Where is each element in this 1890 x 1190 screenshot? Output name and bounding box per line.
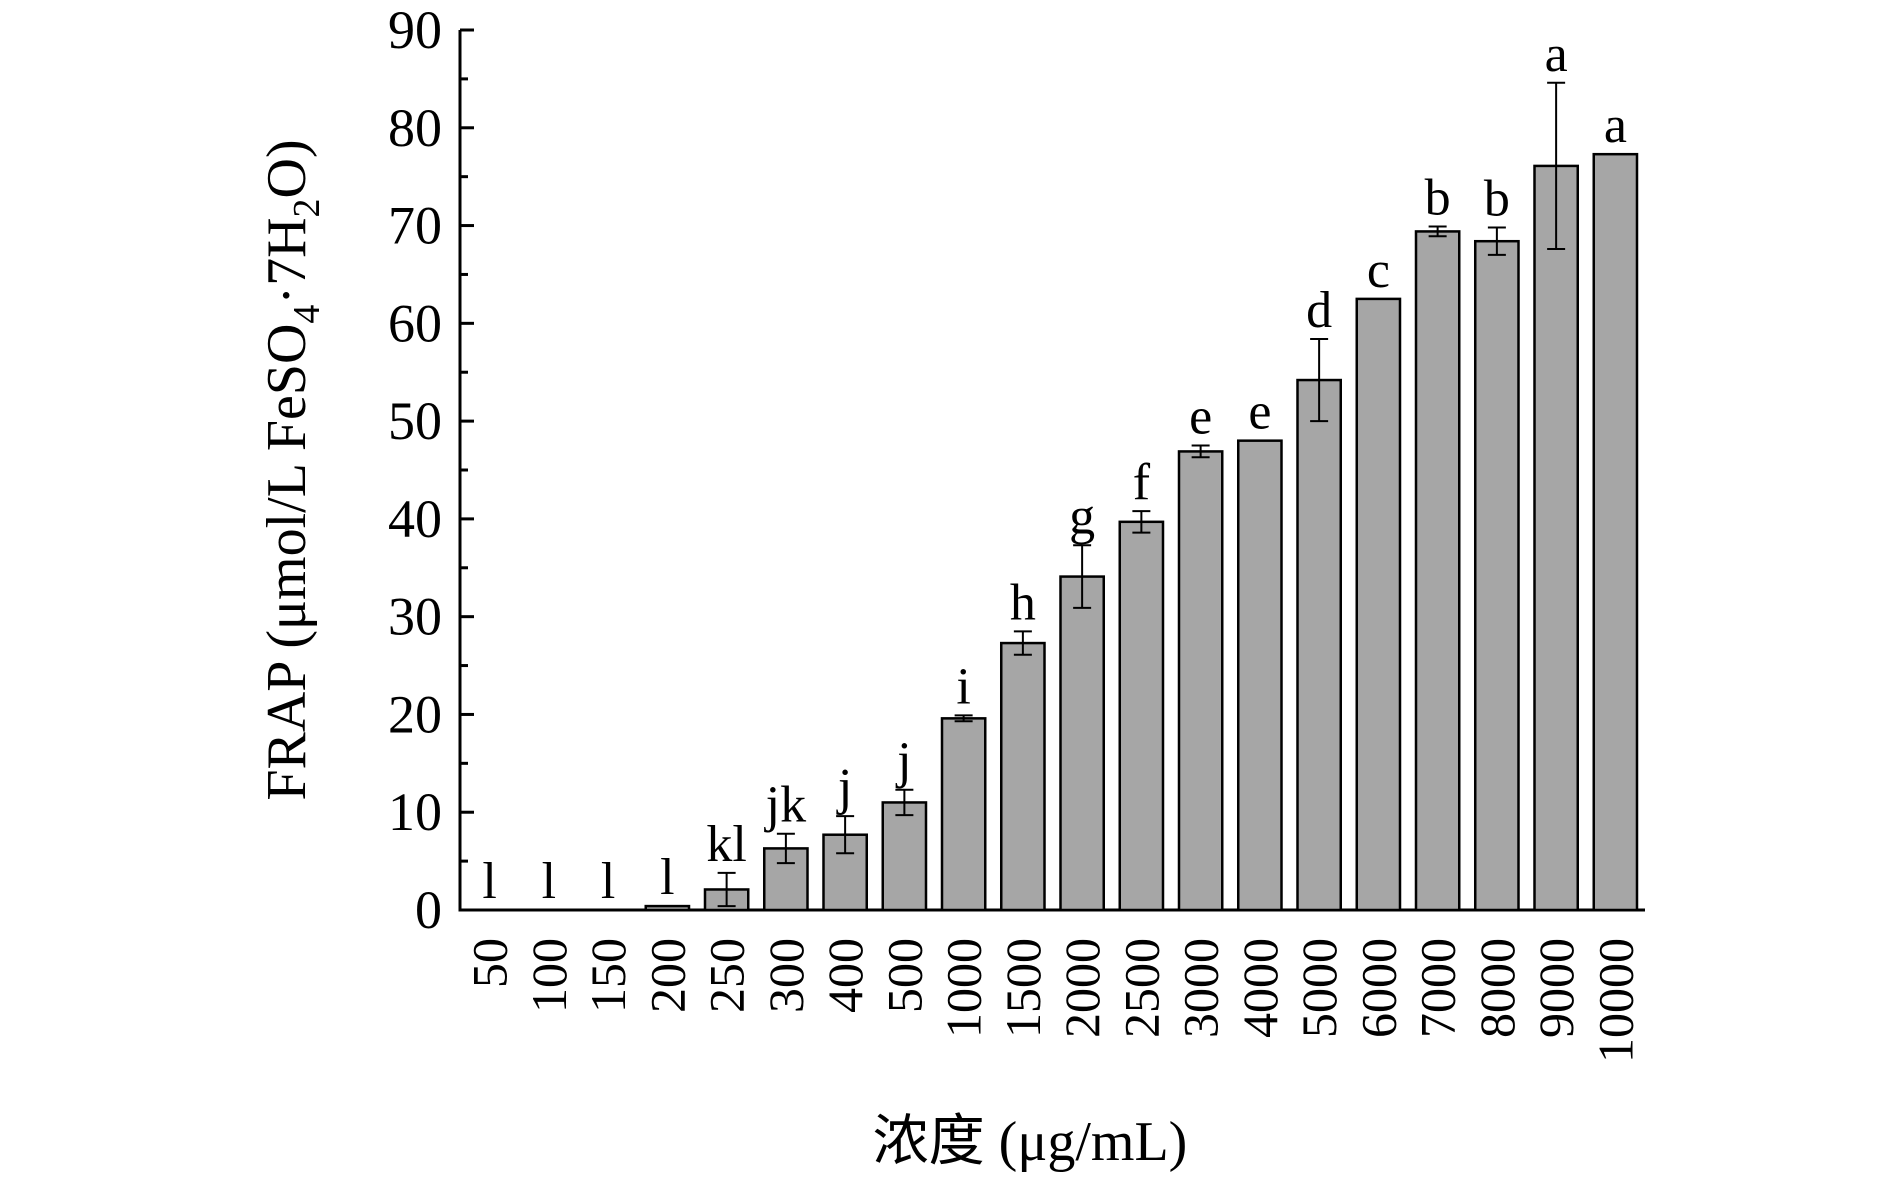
bar xyxy=(1533,164,1580,912)
significance-label: jk xyxy=(764,777,806,834)
significance-label: l xyxy=(660,849,674,906)
y-tick-label: 10 xyxy=(388,782,442,842)
y-tick-label: 0 xyxy=(415,880,442,940)
significance-label: j xyxy=(895,733,911,790)
x-tick-label: 2000 xyxy=(1054,938,1110,1038)
significance-label: h xyxy=(1010,574,1036,631)
x-tick-label: 400 xyxy=(817,938,873,1013)
x-tick-label: 1500 xyxy=(995,938,1051,1038)
significance-label: b xyxy=(1425,170,1451,227)
bar xyxy=(1296,378,1343,912)
y-tick-label: 80 xyxy=(388,98,442,158)
bar xyxy=(1355,297,1402,912)
significance-label: b xyxy=(1484,171,1510,228)
bar xyxy=(1059,575,1106,912)
significance-label: a xyxy=(1545,26,1568,83)
x-tick-label: 9000 xyxy=(1528,938,1584,1038)
bar xyxy=(1177,450,1224,912)
significance-label: f xyxy=(1133,454,1151,511)
x-tick-label: 2500 xyxy=(1113,938,1169,1038)
bar xyxy=(1236,439,1283,912)
x-tick-label: 150 xyxy=(580,938,636,1013)
significance-label: l xyxy=(482,853,496,910)
bar xyxy=(1473,239,1520,912)
significance-label: a xyxy=(1604,97,1627,154)
significance-label: j xyxy=(836,759,852,816)
bar xyxy=(999,641,1046,912)
x-tick-label: 300 xyxy=(758,938,814,1013)
significance-label: c xyxy=(1367,242,1390,299)
significance-label: kl xyxy=(706,816,746,873)
significance-label: g xyxy=(1069,488,1095,545)
plot-area: 0 10 20 30 40 50 60 70 80 90 l 50 l 100 l 150 l 200 kl 250 j… xyxy=(388,0,1645,1063)
x-tick-label: 100 xyxy=(521,938,577,1013)
bar xyxy=(1414,230,1461,912)
y-tick-label: 60 xyxy=(388,293,442,353)
significance-label: i xyxy=(956,658,970,715)
y-tick-label: 50 xyxy=(388,391,442,451)
x-axis-title: 浓度 (μg/mL) xyxy=(873,1111,1188,1173)
y-axis-title-end: O) xyxy=(256,139,318,198)
y-axis-title-main: FRAP (μmol/L FeSO xyxy=(256,324,318,801)
y-tick-label: 30 xyxy=(388,587,442,647)
bar xyxy=(1118,520,1165,912)
x-tick-label: 250 xyxy=(699,938,755,1013)
y-axis-title-sub2: 2 xyxy=(286,198,328,217)
bar xyxy=(940,717,987,912)
significance-label: d xyxy=(1306,282,1332,339)
significance-label: e xyxy=(1248,384,1271,441)
y-tick-label: 90 xyxy=(388,0,442,60)
y-tick-label: 20 xyxy=(388,684,442,744)
y-axis-title-mid: ·7H xyxy=(256,217,318,304)
x-tick-label: 10000 xyxy=(1587,938,1643,1063)
x-tick-label: 3000 xyxy=(1173,938,1229,1038)
bar xyxy=(644,904,691,912)
bar xyxy=(1592,152,1639,912)
significance-label: e xyxy=(1189,389,1212,446)
y-tick-label: 70 xyxy=(388,196,442,256)
y-axis-title: FRAP (μmol/L FeSO4·7H2O) xyxy=(256,139,328,800)
x-tick-label: 4000 xyxy=(1232,938,1288,1038)
y-axis-title-sub1: 4 xyxy=(286,305,328,324)
x-tick-label: 1000 xyxy=(936,938,992,1038)
x-tick-label: 50 xyxy=(462,938,518,988)
x-tick-label: 8000 xyxy=(1469,938,1525,1038)
significance-label: l xyxy=(601,853,615,910)
axes-frame xyxy=(458,30,1645,912)
x-tick-label: 200 xyxy=(639,938,695,1013)
x-tick-label: 7000 xyxy=(1410,938,1466,1038)
svg-text:FRAP (μmol/L FeSO4·7H2O): FRAP (μmol/L FeSO4·7H2O) xyxy=(256,139,328,800)
x-tick-label: 6000 xyxy=(1350,938,1406,1038)
y-tick-label: 40 xyxy=(388,489,442,549)
x-tick-label: 5000 xyxy=(1291,938,1347,1038)
significance-label: l xyxy=(542,853,556,910)
bar xyxy=(881,801,928,912)
x-tick-label: 500 xyxy=(876,938,932,1013)
